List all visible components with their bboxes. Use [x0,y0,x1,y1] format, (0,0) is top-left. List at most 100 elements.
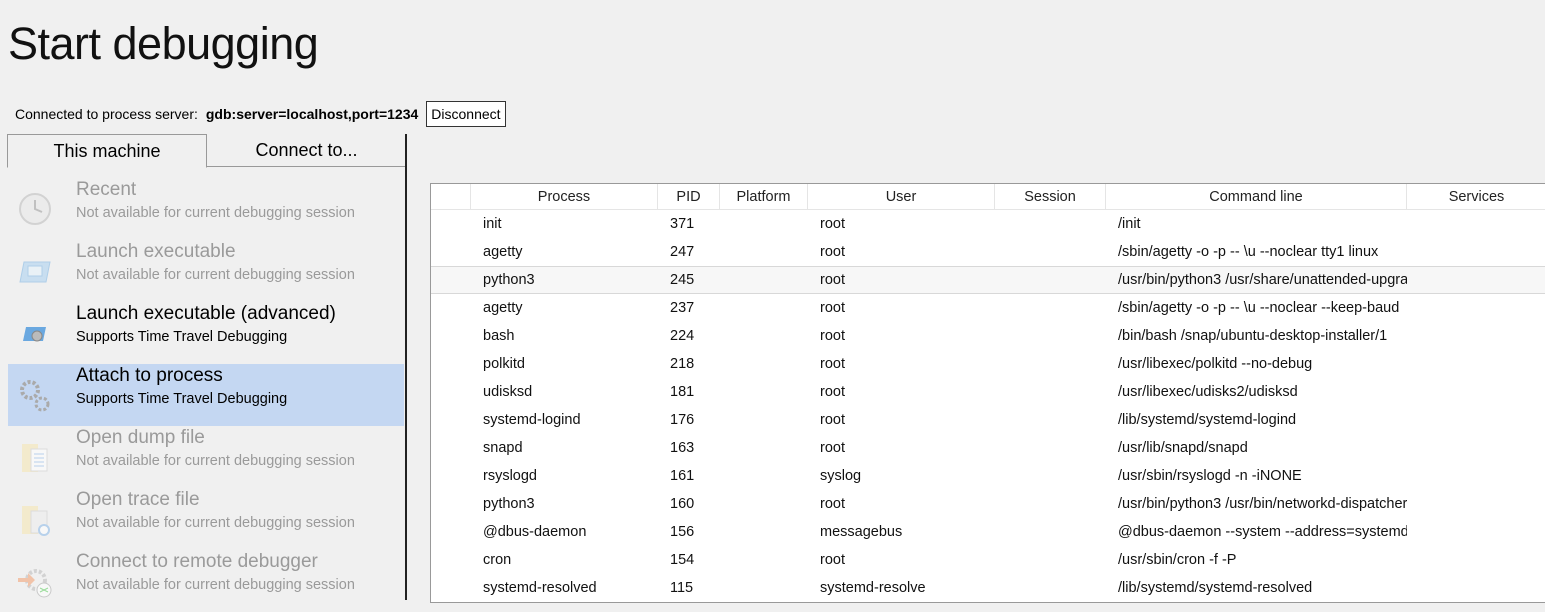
table-row[interactable]: bash 224 root/bin/bash /snap/ubuntu-deskto… [431,322,1545,350]
cell-pid: 161 [670,468,695,484]
table-header: Process PID Platform User Session Command lin… [431,184,1545,210]
remote-connect-icon [18,569,52,598]
cell-user: syslog [820,468,862,484]
cell-process: rsyslogd [483,468,537,484]
cell-process: agetty [483,300,523,316]
table-row[interactable]: systemd-resolved 115 systemd-resolve/lib/s… [431,574,1545,602]
table-row[interactable]: systemd-logind 176 root/lib/systemd/system… [431,406,1545,434]
table-row[interactable]: udisksd 181 root/usr/libexec/udisks2/udisk… [431,378,1545,406]
cell-process: @dbus-daemon [483,524,587,540]
cell-command-line: /usr/bin/python3 /usr/bin/networkd-dispa… [1118,496,1407,512]
cell-command-line: /usr/libexec/polkitd --no-debug [1118,356,1313,372]
cell-command-line: /usr/sbin/rsyslogd -n -iNONE [1118,468,1302,484]
panel-divider[interactable] [405,134,407,600]
option-launch-executable-advanced[interactable]: Launch executable (advanced) Supports Ti… [8,302,404,364]
cell-pid: 181 [670,384,695,400]
option-subtitle: Supports Time Travel Debugging [76,391,288,407]
cell-command-line: /sbin/agetty -o -p -- \u --noclear tty1 … [1118,244,1379,260]
cell-command-line: @dbus-daemon --system --address=systemd: [1118,524,1407,540]
column-header-process[interactable]: Process [471,184,658,209]
option-subtitle: Not available for current debugging sess… [76,205,355,221]
cell-command-line: /lib/systemd/systemd-resolved [1118,580,1313,596]
option-subtitle: Supports Time Travel Debugging [76,329,288,345]
cell-user: root [820,412,845,428]
window-icon [19,261,51,283]
trace-file-icon [22,506,50,536]
cell-process: snapd [483,440,523,456]
option-launch-executable[interactable]: Launch executable Not available for curr… [8,240,404,302]
table-row[interactable]: snapd 163 root/usr/lib/snapd/snapd [431,434,1545,462]
option-attach-to-process[interactable]: Attach to process Supports Time Travel D… [8,364,404,426]
option-recent[interactable]: Recent Not available for current debuggi… [8,178,404,240]
cell-process: python3 [483,272,535,288]
cell-command-line: /usr/bin/python3 /usr/share/unattended-u… [1118,272,1407,288]
connection-label: Connected to process server: [15,106,198,122]
cell-process: python3 [483,496,535,512]
option-title: Connect to remote debugger [76,551,318,572]
table-row[interactable]: polkitd 218 root/usr/libexec/polkitd --no-… [431,350,1545,378]
cell-process: agetty [483,244,523,260]
option-open-trace-file[interactable]: Open trace file Not available for curren… [8,488,404,550]
cell-pid: 163 [670,440,695,456]
server-string: gdb:server=localhost,port=1234 [205,106,419,122]
cell-user: messagebus [820,524,903,540]
column-header-blank[interactable] [431,184,471,209]
cell-process: cron [483,552,512,568]
table-row[interactable]: python3 245 root/usr/bin/python3 /usr/shar… [431,266,1545,294]
option-connect-to-remote-debugger[interactable]: Connect to remote debugger Not available… [8,550,404,612]
column-header-services[interactable]: Services [1407,184,1545,209]
cell-user: root [820,552,845,568]
cell-command-line: /lib/systemd/systemd-logind [1118,412,1297,428]
column-header-platform[interactable]: Platform [720,184,808,209]
cell-user: root [820,356,845,372]
dump-file-icon [22,444,48,472]
option-subtitle: Not available for current debugging sess… [76,577,355,593]
option-title: Recent [76,179,137,200]
cell-command-line: /bin/bash /snap/ubuntu-desktop-installer… [1118,328,1388,344]
connection-status: Connected to process server: gdb:server=… [15,101,506,127]
option-subtitle: Not available for current debugging sess… [76,453,355,469]
cell-user: root [820,496,845,512]
column-header-pid[interactable]: PID [658,184,720,209]
table-row[interactable]: rsyslogd 161 syslog/usr/sbin/rsyslogd -n -… [431,462,1545,490]
table-body: init 371 root/init agetty 247 root/sbin/agett… [431,210,1545,602]
table-row[interactable]: @dbus-daemon 156 messagebus @dbus-daemon --… [431,518,1545,546]
cell-user: root [820,216,845,232]
cell-command-line: /sbin/agetty -o -p -- \u --noclear --kee… [1118,300,1400,316]
table-row[interactable]: agetty 247 root/sbin/agetty -o -p -- \u --… [431,238,1545,266]
cell-pid: 156 [670,524,695,540]
column-header-user[interactable]: User [808,184,995,209]
tab-bar: This machine Connect to... [7,134,406,168]
option-title: Launch executable [76,241,236,262]
cell-pid: 115 [670,580,694,596]
table-row[interactable]: agetty 237 root/sbin/agetty -o -p -- \u --… [431,294,1545,322]
option-subtitle: Not available for current debugging sess… [76,267,355,283]
cell-pid: 371 [670,216,695,232]
table-row[interactable]: cron 154 root/usr/sbin/cron -f -P [431,546,1545,574]
cell-process: init [483,216,502,232]
cell-user: root [820,272,845,288]
cell-pid: 245 [670,272,695,288]
page-title: Start debugging [8,18,319,69]
table-row[interactable]: init 371 root/init [431,210,1545,238]
debug-options-list: Recent Not available for current debuggi… [8,178,404,612]
cell-command-line: /usr/libexec/udisks2/udisksd [1118,384,1298,400]
cell-user: root [820,384,845,400]
option-title: Launch executable (advanced) [76,303,336,324]
cell-pid: 237 [670,300,695,316]
table-row[interactable]: python3 160 root/usr/bin/python3 /usr/bin/… [431,490,1545,518]
cell-user: root [820,300,845,316]
column-header-session[interactable]: Session [995,184,1106,209]
option-title: Attach to process [76,365,223,386]
option-open-dump-file[interactable]: Open dump file Not available for current… [8,426,404,488]
cell-process: systemd-logind [483,412,581,428]
gears-icon [20,380,50,412]
disconnect-button[interactable]: Disconnect [426,101,506,127]
cell-pid: 247 [670,244,695,260]
tab-connect-to[interactable]: Connect to... [255,140,358,160]
process-table: Process PID Platform User Session Command lin… [430,183,1545,603]
tab-this-machine[interactable]: This machine [7,134,207,168]
column-header-command-line[interactable]: Command line [1106,184,1407,209]
option-title: Open dump file [76,427,205,448]
cell-pid: 176 [670,412,695,428]
